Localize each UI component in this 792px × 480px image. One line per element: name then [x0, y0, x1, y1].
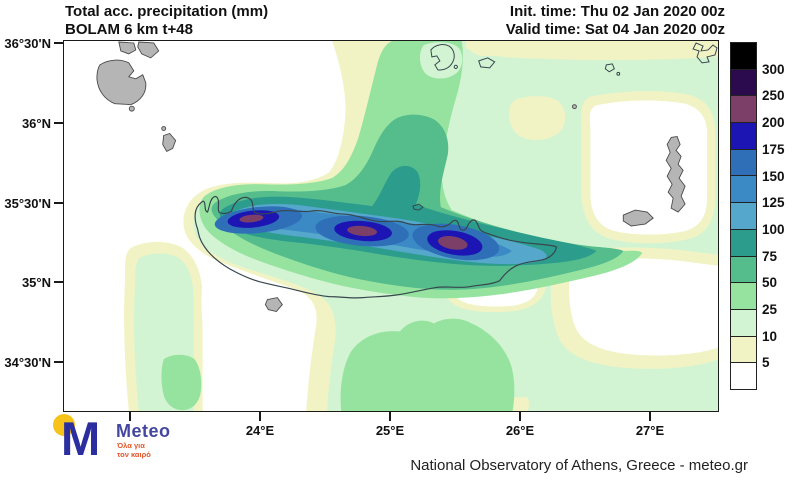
precipitation-contours [64, 41, 718, 411]
island-gavdos [264, 297, 283, 313]
colorbar-box [730, 95, 757, 124]
sun-icon [53, 414, 75, 436]
colorbar-label: 125 [762, 195, 785, 211]
colorbar-box [730, 202, 757, 230]
colorbar-box [730, 122, 757, 150]
colorbar-box [730, 42, 757, 70]
meteo-tagline-line1: Όλα για [117, 441, 145, 450]
santorini-halo [419, 42, 463, 79]
valid-time-label: Valid time: Sat 04 Jan 2020 00z [505, 21, 725, 38]
precipitation-map [63, 40, 719, 412]
island-karpathos [665, 135, 686, 213]
island-astypalaia-islet [604, 63, 615, 73]
y-axis-label: 36°30'N [4, 36, 51, 51]
colorbar-box [730, 175, 757, 204]
colorbar-label: 25 [762, 302, 778, 317]
meteo-logo-letter: M [61, 412, 100, 465]
colorbar-label: 150 [762, 168, 785, 184]
x-tick [519, 412, 521, 421]
white-hole-southeast [569, 258, 718, 356]
island-dot-3 [571, 104, 577, 110]
credit-line: National Observatory of Athens, Greece -… [410, 457, 748, 474]
x-axis-label: 27°E [635, 423, 665, 438]
crete-coastline [194, 195, 558, 299]
island-milos [96, 59, 147, 106]
island-small-north-2 [137, 41, 160, 59]
y-tick [54, 42, 63, 44]
x-tick [259, 412, 261, 421]
colorbar-box [730, 228, 757, 257]
x-axis-label: 26°E [505, 423, 535, 438]
colorbar-label: 175 [762, 141, 785, 157]
island-ne-corner [692, 42, 718, 64]
colorbar-box [730, 335, 757, 364]
island-dia [412, 203, 424, 211]
y-axis-label: 34°30'N [4, 355, 51, 370]
island-dot-2 [161, 126, 167, 131]
y-axis-label: 35°N [21, 275, 51, 290]
colorbar-box [730, 362, 757, 390]
colorbar-box [730, 68, 757, 97]
y-tick [54, 202, 63, 204]
colorbar-label: 200 [762, 115, 785, 131]
colorbar-label: 100 [762, 221, 785, 237]
y-tick [54, 281, 63, 283]
colorbar-box [730, 308, 757, 337]
gray-islands [96, 41, 686, 313]
meteo-logo-name: Meteo [116, 421, 171, 441]
x-axis-label: 24°E [245, 423, 275, 438]
colorbar-label: 250 [762, 88, 785, 104]
green-blob-south [340, 318, 515, 411]
y-axis-label: 35°30'N [4, 196, 51, 211]
island-anafi [478, 57, 496, 69]
meteo-logo: M Meteo Όλα για τον καιρό [50, 410, 220, 470]
colorbar-box [730, 148, 757, 177]
x-tick [129, 412, 131, 421]
green-blob-left-band [161, 354, 202, 411]
colorbar [730, 42, 757, 390]
colorbar-label: 50 [762, 275, 778, 291]
yellow-patch-aegean [509, 96, 566, 140]
x-axis-label: 25°E [375, 423, 405, 438]
island-folegandros [162, 132, 177, 152]
colorbar-label: 300 [762, 61, 785, 77]
island-santorini-islet [453, 64, 458, 69]
island-santorini [430, 44, 455, 71]
map-title: Total acc. precipitation (mm) [65, 3, 269, 20]
island-kasos [622, 209, 654, 227]
y-axis-label: 36°N [21, 116, 51, 131]
y-tick [54, 361, 63, 363]
model-subtitle: BOLAM 6 km t+48 [65, 21, 193, 38]
band-250mm [239, 214, 468, 250]
white-hole-southwest [201, 261, 311, 411]
island-small-north-1 [118, 41, 137, 55]
outlined-islands [412, 42, 718, 211]
colorbar-label: 10 [762, 328, 778, 344]
x-tick [389, 412, 391, 421]
colorbar-box [730, 282, 757, 310]
y-tick [54, 122, 63, 124]
init-time-label: Init. time: Thu 02 Jan 2020 00z [509, 3, 725, 20]
island-dot-4 [616, 71, 621, 76]
island-dot-1 [128, 105, 135, 112]
colorbar-label: 75 [762, 248, 778, 264]
yellow-top-strip [465, 42, 717, 61]
colorbar-box [730, 255, 757, 284]
colorbar-label: 5 [762, 355, 770, 371]
meteo-tagline-line2: τον καιρό [117, 450, 151, 459]
x-tick [649, 412, 651, 421]
